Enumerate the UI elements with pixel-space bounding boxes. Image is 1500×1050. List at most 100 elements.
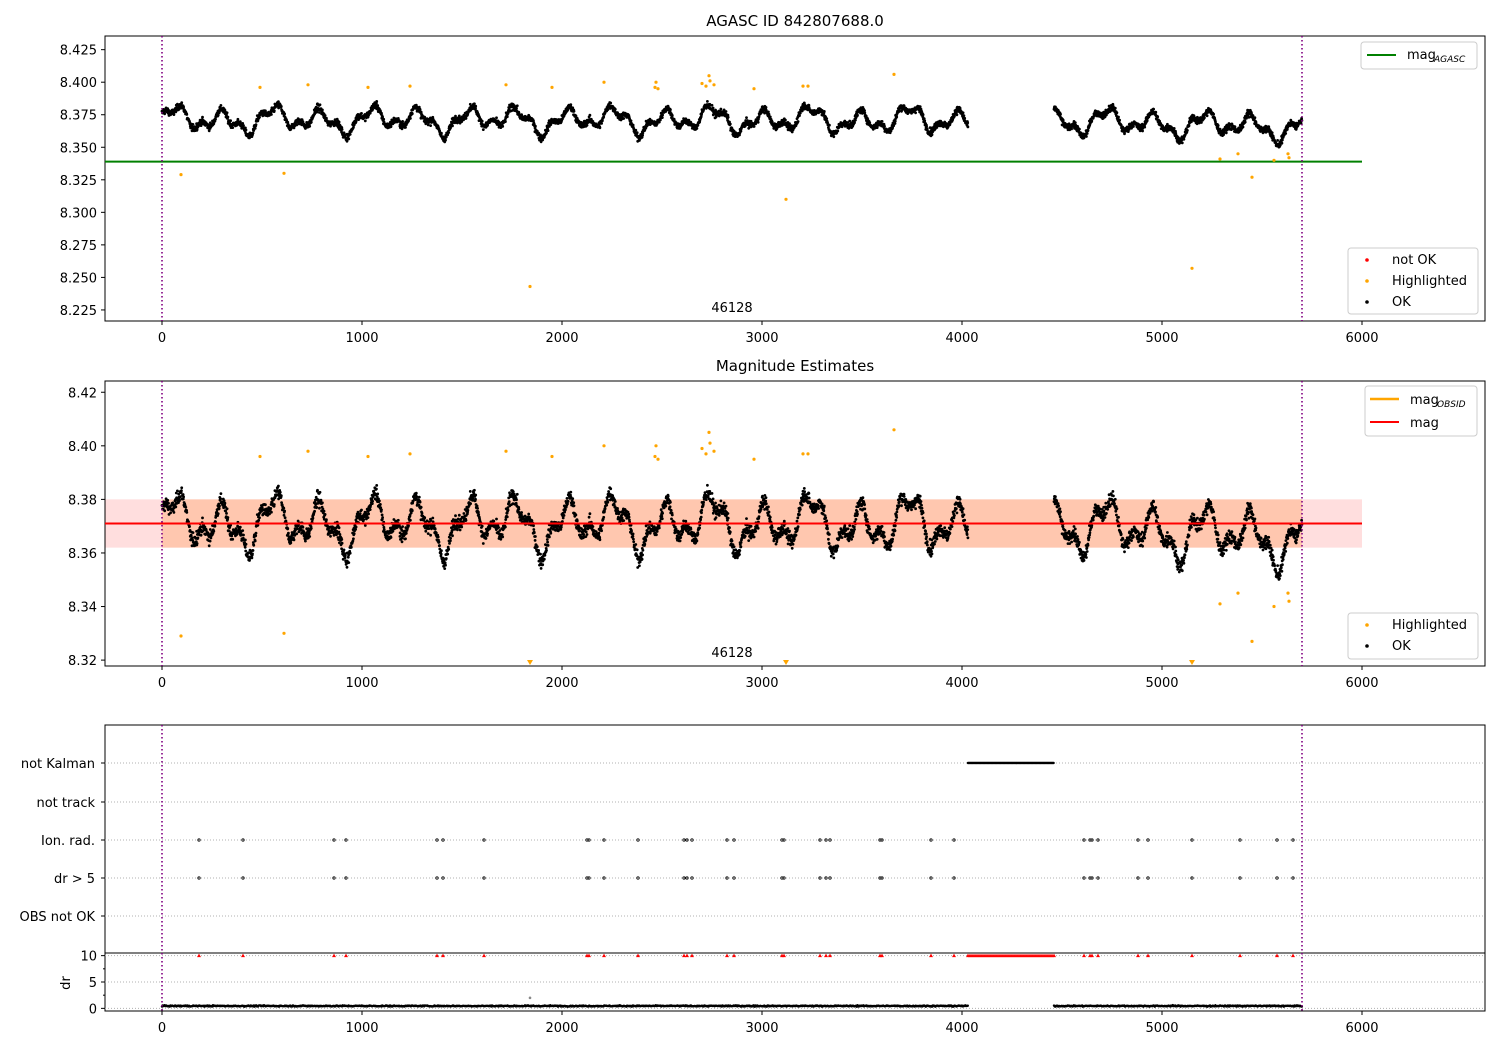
ok-point [407, 524, 410, 527]
ok-point [340, 128, 344, 131]
ok-point [501, 125, 505, 128]
agasc-ytick-label: 8.225 [60, 304, 97, 319]
ok-point [828, 123, 831, 127]
ok-point [379, 503, 382, 506]
ok-point [1156, 115, 1160, 119]
ok-point [893, 119, 897, 123]
ok-point [424, 529, 428, 533]
magnitude-estimates-obs-label: 46128 [711, 646, 752, 661]
ok-point [277, 484, 280, 488]
ok-point [569, 103, 573, 107]
ok-point [719, 107, 723, 111]
ok-point [609, 101, 613, 105]
ok-point [481, 128, 485, 132]
ok-point [1276, 139, 1279, 142]
highlighted-point [712, 83, 716, 87]
ok-point [404, 537, 407, 541]
ok-point [226, 115, 230, 119]
ok-point [282, 506, 286, 510]
ok-point [338, 533, 342, 536]
ok-point [325, 518, 328, 522]
ok-point [166, 498, 170, 502]
ok-point [309, 120, 313, 124]
agasc-xtick-label: 1000 [345, 331, 378, 346]
ok-point [661, 113, 664, 117]
ok-point [318, 111, 321, 114]
ok-point [598, 126, 602, 130]
ok-point [925, 125, 928, 128]
ok-point [195, 542, 199, 545]
highlighted-point [366, 85, 370, 89]
ok-point [660, 116, 664, 119]
ok-point [1143, 125, 1147, 129]
ok-point [213, 119, 217, 123]
ok-point [832, 135, 836, 139]
ok-point [380, 111, 383, 115]
ok-point [1113, 106, 1117, 110]
ok-point [966, 125, 970, 129]
ok-point [669, 108, 672, 112]
ok-point [1243, 120, 1247, 124]
ok-point [367, 113, 370, 117]
highlighted-point [1272, 158, 1276, 162]
highlighted-point [704, 84, 708, 88]
ok-point [1254, 120, 1258, 124]
ok-point [768, 115, 772, 119]
ok-point [366, 516, 370, 519]
ok-point [641, 131, 645, 135]
ok-point [250, 556, 254, 560]
highlighted-point [1287, 156, 1291, 160]
agasc-xtick-label: 4000 [945, 331, 978, 346]
ok-point [401, 120, 404, 123]
highlighted-point [504, 83, 508, 87]
ok-point [1145, 119, 1149, 123]
ok-point [178, 499, 181, 502]
highlighted-point [1286, 152, 1290, 156]
ok-point [378, 499, 381, 503]
ok-point [316, 488, 319, 492]
ok-point [225, 512, 228, 515]
ok-point [184, 505, 188, 509]
ok-point [258, 115, 261, 119]
legend-point-label: OK [1392, 295, 1411, 310]
ok-point [574, 114, 578, 118]
ok-point [464, 117, 468, 120]
ok-point [1090, 119, 1094, 123]
ok-point [292, 126, 296, 130]
ok-point [634, 128, 638, 132]
agasc-axes-frame [104, 35, 1486, 322]
ok-point [352, 532, 356, 536]
ok-point [251, 552, 254, 556]
ok-point [930, 133, 934, 137]
ok-point [216, 113, 220, 117]
ok-point [728, 122, 732, 126]
ok-point [218, 504, 221, 508]
ok-point [270, 113, 273, 116]
ok-point [252, 129, 256, 132]
ok-point [1241, 125, 1245, 129]
ok-point [1182, 137, 1186, 141]
ok-point [710, 103, 714, 107]
ok-point [545, 131, 548, 135]
ok-point [252, 543, 256, 547]
ok-point [272, 503, 276, 506]
ok-point [321, 108, 324, 112]
ok-point [549, 123, 553, 126]
ok-point [418, 500, 422, 504]
ok-point [368, 508, 372, 511]
ok-point [360, 112, 363, 115]
ok-point [219, 104, 223, 107]
ok-point [853, 121, 856, 125]
ok-point [418, 108, 422, 111]
ok-point [241, 529, 245, 532]
ok-point [706, 100, 709, 103]
ok-point [238, 525, 242, 529]
ok-point [212, 122, 216, 126]
ok-point [1152, 107, 1155, 111]
ok-point [201, 115, 204, 119]
ok-point [283, 509, 286, 513]
ok-point [311, 516, 315, 520]
ok-point [918, 105, 922, 109]
highlighted-point [784, 197, 788, 201]
ok-point [588, 113, 592, 117]
